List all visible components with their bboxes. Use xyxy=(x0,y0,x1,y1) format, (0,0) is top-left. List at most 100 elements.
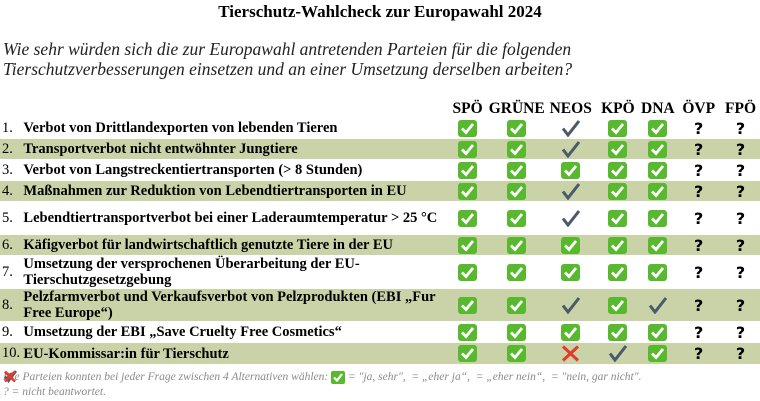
table-row: 4. Maßnahmen zur Reduktion von Lebendtier… xyxy=(0,181,760,202)
unanswered-mark: ? xyxy=(735,295,746,315)
cell-neos xyxy=(545,118,597,138)
unanswered-mark: ? xyxy=(694,181,704,201)
check-yes-icon xyxy=(608,263,628,281)
cell-neos xyxy=(545,289,597,321)
unanswered-mark: ? xyxy=(735,235,746,255)
cell-spo xyxy=(447,139,489,159)
row-label: Pelzfarmverbot und Verkaufsverbot von Pe… xyxy=(23,289,436,321)
check-yes-icon xyxy=(608,209,628,227)
cell-neos xyxy=(545,235,597,255)
cell-dna xyxy=(639,343,676,364)
legend-ehernein: = „eher nein“, xyxy=(475,371,546,383)
check-mostly-yes-icon xyxy=(561,119,581,137)
cell-fpo: ? xyxy=(721,343,760,364)
cell-spo xyxy=(447,322,489,342)
cell-kpo xyxy=(597,322,640,342)
cell-kpo xyxy=(597,256,640,288)
cell-ovp: ? xyxy=(676,322,721,342)
check-yes-icon xyxy=(458,161,478,179)
unanswered-mark: ? xyxy=(694,118,704,138)
question-rows: 1. Verbot von Drittlandexporten von leben… xyxy=(0,118,760,365)
cell-fpo: ? xyxy=(721,256,760,288)
check-yes-icon xyxy=(561,263,581,281)
cell-neos xyxy=(545,343,597,364)
party-header-neos: NEOS xyxy=(549,100,592,117)
row-label: Maßnahmen zur Reduktion von Lebendtiertr… xyxy=(23,183,407,199)
check-yes-icon xyxy=(648,161,668,179)
table-row: 6. Käfigverbot für landwirtschaftlich gen… xyxy=(0,235,760,256)
cell-neos xyxy=(545,256,597,288)
check-yes-icon xyxy=(648,345,668,362)
chart-title: Tierschutz-Wahlcheck zur Europawahl 2024 xyxy=(218,2,542,21)
cell-spo xyxy=(447,256,489,288)
check-yes-icon xyxy=(648,236,668,254)
check-yes-icon xyxy=(648,323,668,341)
check-yes-icon xyxy=(458,323,478,341)
legend-ja: = "ja, sehr", xyxy=(347,371,406,383)
unanswered-mark: ? xyxy=(694,160,704,180)
check-yes-icon xyxy=(507,119,527,137)
cell-ovp: ? xyxy=(676,235,721,255)
comparison-table: SPÖ GRÜNE NEOS KPÖ DNA ÖVP FPÖ 1. Verbot … xyxy=(0,96,760,365)
cell-spo xyxy=(447,160,489,180)
check-yes-icon xyxy=(507,182,527,200)
cell-gruene xyxy=(489,343,545,364)
table-row: 10. EU-Kommissar:in für Tierschutz?? xyxy=(0,343,760,365)
check-yes-icon xyxy=(507,323,527,341)
cell-spo xyxy=(447,118,489,138)
party-header-kpo: KPÖ xyxy=(601,100,635,117)
cell-gruene xyxy=(489,118,545,138)
unanswered-mark: ? xyxy=(694,344,704,363)
cell-gruene xyxy=(489,256,545,288)
cell-fpo: ? xyxy=(721,160,760,180)
row-number: 7. xyxy=(2,263,13,280)
check-yes-icon xyxy=(458,140,478,158)
table-row: 2. Transportverbot nicht entwöhnter Jungt… xyxy=(0,139,760,160)
check-yes-icon xyxy=(507,236,527,254)
row-number: 3. xyxy=(2,161,13,178)
row-label: Käfigverbot für landwirtschaftlich genut… xyxy=(23,237,394,253)
table-row: 9. Umsetzung der EBI „Save Cruelty Free C… xyxy=(0,322,760,343)
cell-fpo: ? xyxy=(721,181,760,201)
check-yes-icon xyxy=(507,263,527,281)
cell-kpo xyxy=(597,181,640,201)
cell-dna xyxy=(639,289,676,321)
check-yes-icon xyxy=(608,296,628,314)
cell-kpo xyxy=(597,289,640,321)
party-header-ovp: ÖVP xyxy=(682,100,716,117)
check-yes-icon xyxy=(458,119,478,137)
cell-spo xyxy=(447,289,489,321)
check-yes-icon xyxy=(608,119,628,137)
row-label: EU-Kommissar:in für Tierschutz xyxy=(23,345,229,362)
check-yes-icon xyxy=(561,236,581,254)
row-label: Lebendtiertransportverbot bei einer Lade… xyxy=(23,210,438,226)
cell-ovp: ? xyxy=(676,202,721,234)
check-mostly-yes-icon xyxy=(648,296,668,314)
check-mostly-yes-icon xyxy=(561,209,581,227)
check-yes-icon xyxy=(507,296,527,314)
legend-unanswered: ? = nicht beantwortet. xyxy=(3,386,106,398)
cell-gruene xyxy=(489,139,545,159)
cell-gruene xyxy=(489,235,545,255)
cell-dna xyxy=(639,118,676,138)
check-yes-icon xyxy=(458,182,478,200)
cell-spo xyxy=(447,343,489,364)
check-mostly-yes-icon xyxy=(608,345,628,362)
unanswered-mark: ? xyxy=(694,322,704,342)
cell-kpo xyxy=(597,139,640,159)
cell-dna xyxy=(639,181,676,201)
unanswered-mark: ? xyxy=(735,139,746,159)
table-row: 7. Umsetzung der versprochenen Überarbeit… xyxy=(0,256,760,289)
cell-neos xyxy=(545,202,597,234)
cell-ovp: ? xyxy=(676,160,721,180)
unanswered-mark: ? xyxy=(694,262,704,282)
check-yes-icon xyxy=(648,263,668,281)
cell-neos xyxy=(545,160,597,180)
party-header-dna: DNA xyxy=(641,100,675,117)
cell-dna xyxy=(639,160,676,180)
cell-kpo xyxy=(597,202,640,234)
cell-ovp: ? xyxy=(676,343,721,364)
party-header-gruene: GRÜNE xyxy=(488,100,545,117)
cell-ovp: ? xyxy=(676,256,721,288)
unanswered-mark: ? xyxy=(735,322,746,342)
